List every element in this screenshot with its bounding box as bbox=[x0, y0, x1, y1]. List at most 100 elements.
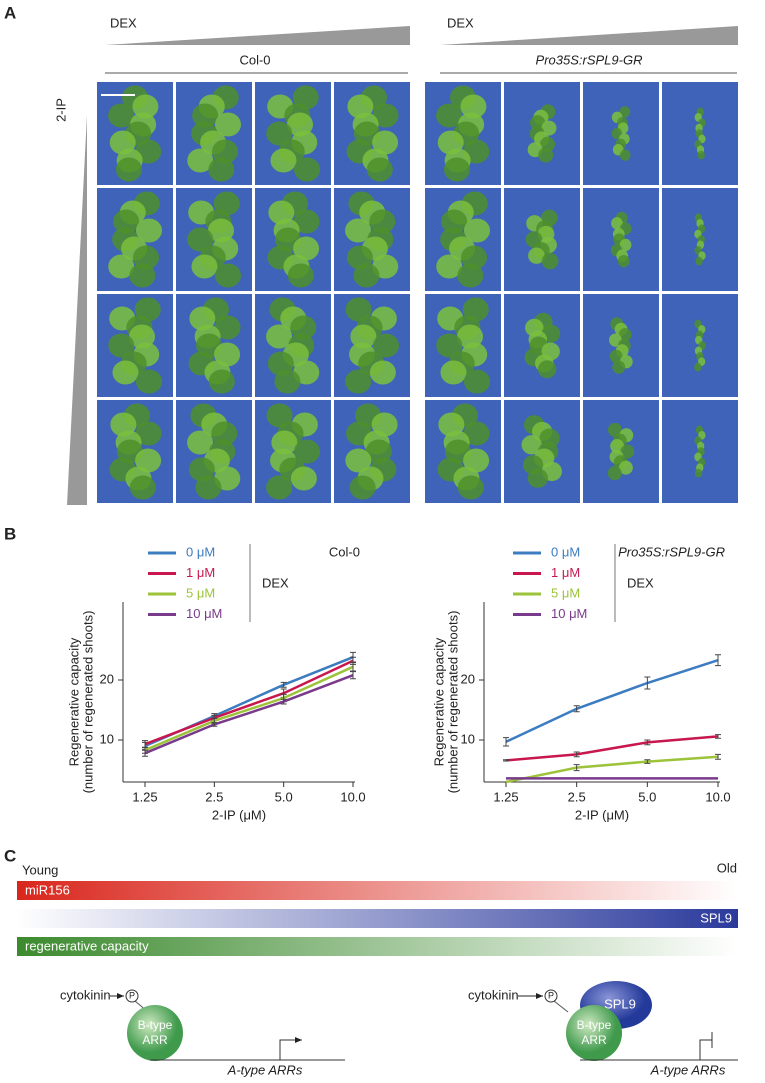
error-bar bbox=[715, 654, 721, 667]
plantlet bbox=[541, 120, 557, 136]
plantlet bbox=[187, 227, 214, 252]
plantlet bbox=[266, 403, 293, 428]
plantlet bbox=[694, 468, 703, 478]
plantlet bbox=[619, 238, 632, 252]
plantlet bbox=[187, 148, 214, 173]
plantlet bbox=[270, 148, 297, 173]
error-bar bbox=[644, 676, 651, 690]
plantlet bbox=[612, 360, 626, 374]
error-bar bbox=[350, 671, 356, 680]
panel-label: A bbox=[4, 3, 16, 22]
x-tick-label: 5.0 bbox=[275, 789, 293, 804]
y-tick-label: 20 bbox=[461, 671, 475, 686]
plantlet bbox=[293, 209, 320, 234]
plantlet bbox=[129, 324, 156, 349]
plantlet bbox=[293, 236, 320, 261]
plantlet bbox=[213, 191, 240, 216]
gene-label: A-type ARRs bbox=[650, 1062, 726, 1077]
phospho bbox=[544, 989, 558, 1003]
plantlet bbox=[521, 435, 542, 455]
plantlet bbox=[211, 421, 238, 446]
plantlet bbox=[113, 209, 140, 234]
plantlet bbox=[353, 263, 380, 288]
plantlet bbox=[611, 127, 623, 140]
plantlet bbox=[293, 157, 320, 182]
promoter-arrow bbox=[279, 1037, 302, 1060]
error-bar bbox=[573, 705, 580, 713]
error-bar bbox=[715, 734, 721, 739]
legend-label: 0 μM bbox=[551, 544, 580, 559]
gradient-bar bbox=[17, 909, 738, 928]
plantlet bbox=[443, 157, 470, 182]
plantlet bbox=[436, 333, 463, 358]
plantlet bbox=[208, 218, 235, 243]
repressor-label: SPL9 bbox=[604, 996, 636, 1011]
plantlet bbox=[694, 362, 702, 372]
plantlet bbox=[112, 360, 139, 385]
plantlet bbox=[530, 115, 546, 131]
plantlet bbox=[372, 333, 399, 358]
legend-label: 0 μM bbox=[186, 544, 215, 559]
plantlet bbox=[212, 139, 239, 164]
y-axis-label: (number of regenerated shoots) bbox=[80, 611, 95, 794]
plantlet bbox=[132, 94, 159, 119]
panel-label: B bbox=[4, 524, 16, 543]
plantlet bbox=[369, 360, 396, 385]
plantlet bbox=[457, 324, 484, 349]
error-bar bbox=[280, 681, 287, 688]
y-axis-label: Regenerative capacity bbox=[66, 637, 81, 766]
plantlet bbox=[618, 328, 632, 342]
wedge bbox=[105, 26, 410, 45]
plantlet bbox=[611, 217, 623, 230]
plantlet bbox=[457, 263, 484, 288]
plantlet bbox=[372, 130, 399, 155]
y-tick-label: 10 bbox=[461, 731, 475, 746]
plantlet bbox=[135, 448, 162, 473]
b-type-arr bbox=[566, 1005, 622, 1061]
error-bar bbox=[503, 737, 509, 747]
age-label: Old bbox=[717, 860, 737, 875]
plantlet bbox=[345, 448, 372, 473]
legend-label: 1 μM bbox=[551, 565, 580, 580]
plantlet bbox=[266, 324, 293, 349]
plantlet bbox=[214, 315, 241, 340]
error-bar bbox=[644, 759, 651, 764]
error-bar bbox=[503, 759, 509, 762]
x-tick-label: 2.5 bbox=[205, 789, 223, 804]
plantlet bbox=[287, 263, 314, 288]
plantlet bbox=[695, 256, 703, 266]
plantlet bbox=[463, 369, 490, 394]
plantlet bbox=[371, 412, 398, 437]
plantlet bbox=[133, 245, 160, 270]
legend-label: 5 μM bbox=[186, 585, 215, 600]
factor-label: B-type bbox=[577, 1018, 612, 1032]
legend-label: 1 μM bbox=[186, 565, 215, 580]
plantlet bbox=[438, 412, 465, 437]
phospho bbox=[125, 989, 139, 1003]
plantlet bbox=[266, 121, 293, 146]
phospho-label: P bbox=[129, 990, 135, 1000]
legend-title: DEX bbox=[627, 575, 654, 590]
treatment-label: DEX bbox=[110, 15, 137, 30]
x-tick-label: 1.25 bbox=[493, 789, 518, 804]
error-bar bbox=[715, 753, 721, 760]
plantlet bbox=[115, 157, 142, 182]
panel-label: C bbox=[4, 846, 16, 865]
b-type-arr bbox=[127, 1005, 183, 1061]
plantlet bbox=[208, 157, 235, 182]
genotype-label: Col-0 bbox=[239, 52, 270, 67]
plantlet bbox=[537, 360, 557, 379]
error-bar bbox=[573, 764, 580, 772]
plantlet bbox=[208, 369, 235, 394]
plantlet bbox=[608, 422, 622, 437]
series-line bbox=[144, 674, 354, 755]
charts: 10 20 1.25 2.5 5.0 10.0 2-IP (μM) Regenerative … bbox=[66, 544, 731, 822]
plantlet bbox=[108, 103, 135, 128]
plantlet bbox=[541, 252, 559, 270]
plantlet bbox=[457, 475, 484, 500]
y-axis-label: (number of regenerated shoots) bbox=[445, 611, 460, 794]
plantlet bbox=[350, 324, 377, 349]
wedge bbox=[440, 26, 738, 45]
plantlet bbox=[372, 103, 399, 128]
